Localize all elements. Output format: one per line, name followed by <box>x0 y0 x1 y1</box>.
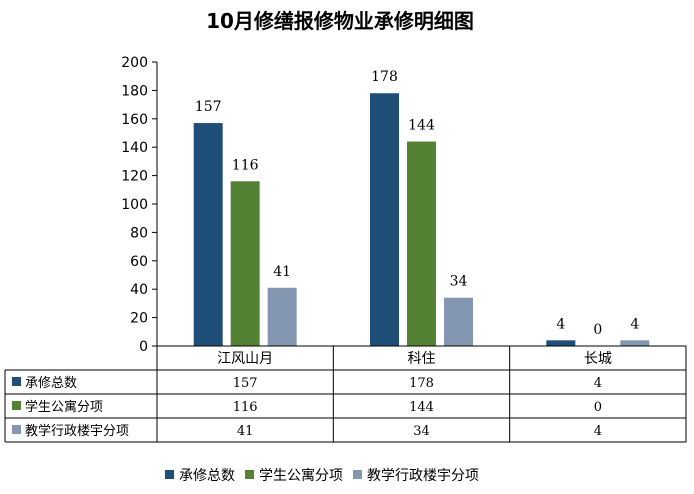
data-label: 144 <box>408 118 435 134</box>
bar <box>407 141 436 346</box>
y-axis: 0 20 40 60 80 100 120 140 160 180 200 <box>121 55 158 355</box>
table-row-label: 承修总数 <box>25 376 77 391</box>
table-legend-key <box>12 401 21 410</box>
data-label: 4 <box>630 316 639 332</box>
legend-swatch <box>165 470 174 479</box>
y-tick-label: 120 <box>121 169 148 185</box>
legend-label: 承修总数 <box>179 468 235 484</box>
y-tick-label: 140 <box>121 140 148 156</box>
y-tick-label: 40 <box>130 282 148 298</box>
legend-swatch <box>245 470 254 479</box>
table-cell: 4 <box>594 424 602 439</box>
bar <box>620 340 650 346</box>
y-tick-label: 80 <box>130 225 148 241</box>
table-cell: 157 <box>233 376 258 391</box>
table-cell: 34 <box>413 424 430 439</box>
table-legend-key <box>12 377 21 386</box>
table-cell: 41 <box>237 424 254 439</box>
table-cell: 178 <box>409 376 434 391</box>
data-label: 157 <box>195 99 222 115</box>
table-cell: 0 <box>594 400 602 415</box>
table-cell: 116 <box>233 400 258 415</box>
x-category-label: 科住 <box>408 351 436 367</box>
bars: 157 116 41 178 144 34 4 0 4 <box>193 69 650 347</box>
bar <box>546 340 576 346</box>
y-tick-label: 200 <box>121 55 148 71</box>
table-row-label: 学生公寓分项 <box>25 399 103 415</box>
bar <box>230 181 260 346</box>
y-tick-label: 160 <box>121 112 148 128</box>
data-label: 41 <box>273 264 291 280</box>
bar <box>267 287 297 346</box>
table-legend-key <box>12 425 21 434</box>
y-tick-label: 180 <box>121 83 148 99</box>
legend: 承修总数 学生公寓分项 教学行政楼宇分项 <box>165 467 479 484</box>
data-label: 34 <box>450 274 468 290</box>
y-tick-label: 100 <box>121 197 148 213</box>
data-label: 116 <box>232 157 259 173</box>
chart-title: 10月修缮报修物业承修明细图 <box>206 9 474 33</box>
legend-swatch <box>353 470 362 479</box>
legend-label: 教学行政楼宇分项 <box>367 468 479 484</box>
bar <box>370 93 399 347</box>
data-label: 178 <box>371 69 398 85</box>
legend-label: 学生公寓分项 <box>259 467 343 484</box>
data-label: 4 <box>556 316 565 332</box>
table-row-label: 教学行政楼宇分项 <box>25 423 129 439</box>
bar <box>444 297 473 346</box>
x-category-label: 长城 <box>584 351 612 367</box>
y-tick-label: 0 <box>139 339 148 355</box>
y-tick-label: 60 <box>130 254 148 270</box>
bar <box>193 123 223 346</box>
y-tick-label: 20 <box>130 311 148 327</box>
data-label: 0 <box>593 322 602 338</box>
table-cell: 4 <box>594 376 602 391</box>
x-category-label: 江风山月 <box>217 351 273 367</box>
table-cell: 144 <box>409 400 434 415</box>
